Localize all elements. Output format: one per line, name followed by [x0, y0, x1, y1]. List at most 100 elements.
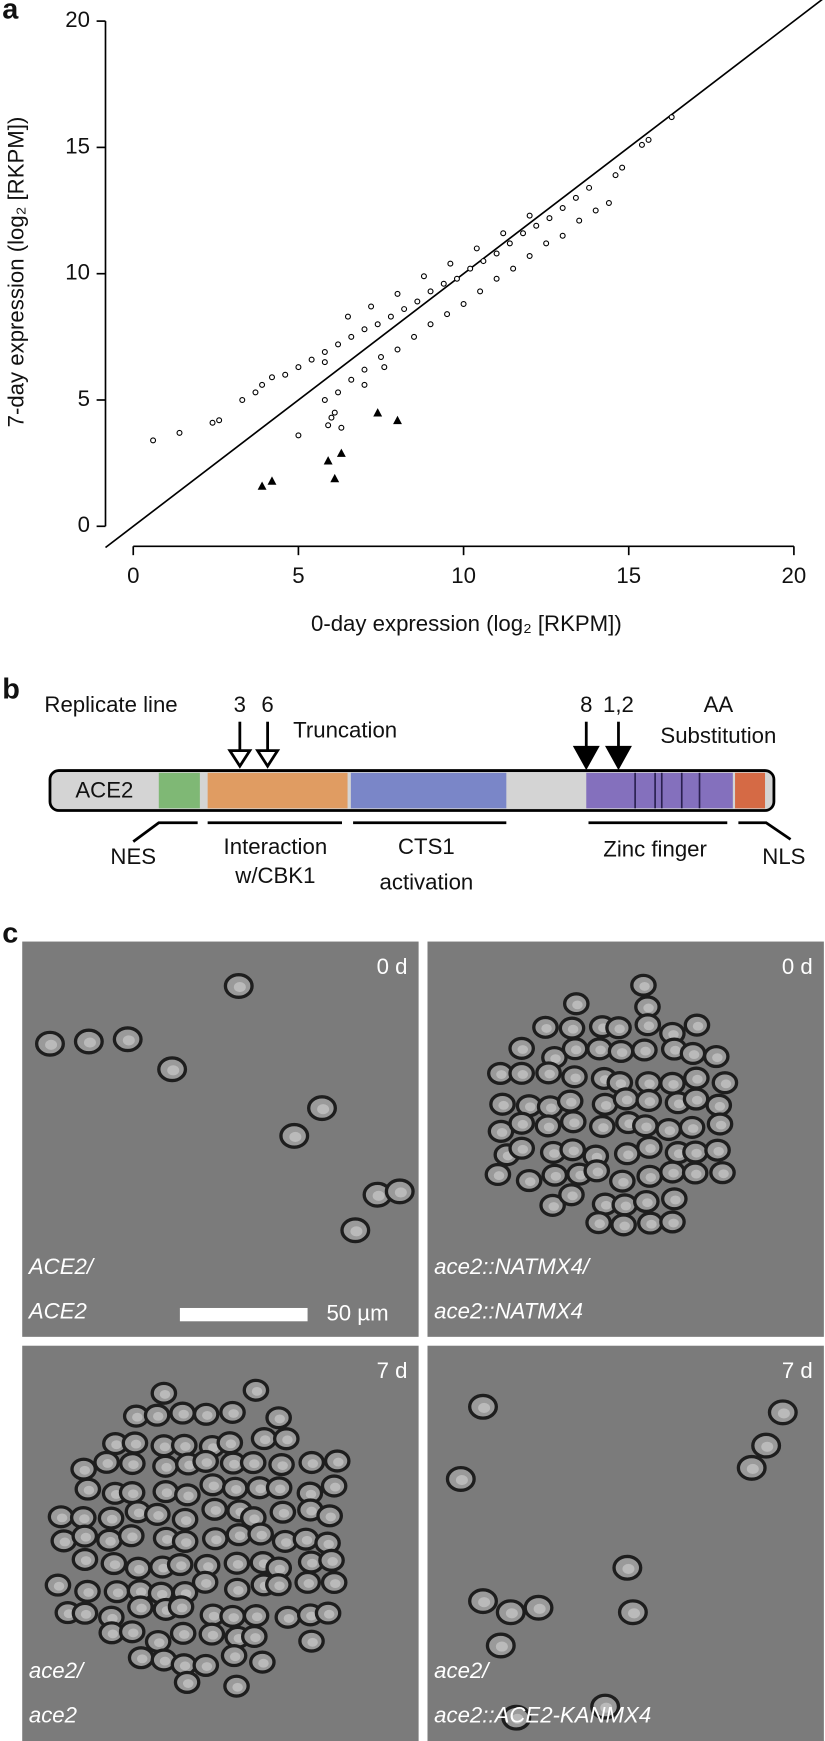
point	[453, 275, 460, 282]
point	[444, 311, 451, 318]
cell-center	[687, 1124, 699, 1133]
cell-center	[643, 1003, 654, 1013]
cell-center	[83, 1037, 96, 1048]
cell-center	[232, 1682, 243, 1692]
cell-center	[307, 1558, 318, 1568]
cell-center	[109, 1560, 121, 1570]
cell-center	[256, 1530, 268, 1540]
cell-center	[208, 1443, 219, 1453]
cell-center	[517, 1119, 529, 1129]
cell-center	[181, 1538, 192, 1547]
cell-center	[275, 1484, 286, 1494]
point	[533, 222, 540, 229]
point	[361, 366, 368, 373]
point	[252, 389, 259, 396]
point	[447, 260, 454, 267]
cell-center	[277, 1461, 288, 1471]
label: Zinc finger	[603, 836, 707, 861]
cell-center	[176, 1561, 187, 1571]
point	[295, 364, 302, 371]
cell-center	[179, 1630, 190, 1639]
cell-center	[330, 1579, 341, 1589]
point	[331, 409, 338, 416]
cell-center	[282, 1435, 293, 1445]
cell-center	[622, 1563, 635, 1574]
point	[500, 230, 507, 237]
point	[267, 476, 277, 485]
cell-center	[567, 1024, 579, 1034]
cell-center	[211, 1535, 222, 1545]
cell-center	[543, 1122, 555, 1132]
cell-center	[618, 1177, 629, 1187]
cell-center	[156, 1589, 168, 1599]
cell-center	[180, 1516, 192, 1525]
point	[394, 346, 401, 353]
cell-center	[615, 1079, 627, 1089]
scale-bar	[179, 1307, 308, 1322]
cell-center	[182, 1679, 194, 1688]
cell-center	[644, 1079, 655, 1089]
cell-center	[713, 1146, 724, 1156]
genotype: ace2::ACE2-KANMX4	[434, 1702, 651, 1727]
cell-center	[251, 1612, 263, 1622]
cell-center	[640, 1046, 651, 1056]
cell-center	[107, 1613, 118, 1623]
cell-center	[307, 1637, 318, 1647]
y-tick-label: 15	[65, 133, 90, 158]
cell-center	[153, 1511, 164, 1520]
cell-center	[548, 1202, 559, 1211]
cell-center	[517, 1070, 529, 1079]
cell-center	[455, 1475, 468, 1486]
cell-center	[111, 1440, 122, 1450]
cell-center	[79, 1514, 90, 1524]
point	[559, 232, 566, 239]
time-label: 7 d	[377, 1358, 408, 1383]
point	[586, 184, 593, 191]
point	[348, 376, 355, 383]
point	[401, 306, 408, 313]
cell-center	[106, 1514, 118, 1524]
cell-center	[154, 1638, 165, 1648]
point	[387, 313, 394, 320]
cell-center	[620, 1201, 632, 1211]
cell-center	[511, 1713, 524, 1724]
cell-center	[249, 1459, 260, 1469]
point	[361, 381, 368, 388]
cell-center	[495, 1641, 508, 1652]
cell-center	[278, 1508, 290, 1518]
point	[216, 417, 223, 424]
panel-label: b	[2, 673, 20, 705]
y-tick-label: 5	[78, 386, 90, 411]
cell-center	[283, 1613, 295, 1623]
cell-center	[225, 1439, 237, 1449]
cell-center	[159, 1656, 171, 1666]
y-tick-label: 0	[78, 512, 90, 537]
point	[473, 245, 480, 252]
cell-center	[167, 1065, 180, 1076]
cell-center	[325, 1512, 337, 1522]
cell-center	[258, 1658, 269, 1668]
cell-center	[628, 1608, 641, 1619]
cell-center	[249, 1514, 260, 1524]
cell-center	[645, 1172, 657, 1182]
cell-center	[478, 1597, 491, 1608]
cell-center	[619, 1221, 630, 1231]
protein-bar	[48, 769, 776, 812]
point	[344, 313, 351, 320]
cell-center	[566, 1097, 577, 1107]
cell-center	[135, 1587, 147, 1597]
cell-center	[161, 1462, 172, 1472]
point	[510, 265, 517, 272]
cell-center	[80, 1532, 92, 1542]
scale-label: 50 µm	[326, 1300, 388, 1325]
micrograph	[22, 941, 419, 1337]
cell-center	[572, 1000, 583, 1010]
cell-center	[350, 1226, 363, 1237]
point	[460, 301, 467, 308]
cell-center	[524, 1102, 536, 1112]
cell-center	[274, 1414, 286, 1424]
point	[526, 212, 533, 219]
cell-center	[600, 1702, 613, 1713]
time-label: 7 d	[782, 1358, 813, 1383]
